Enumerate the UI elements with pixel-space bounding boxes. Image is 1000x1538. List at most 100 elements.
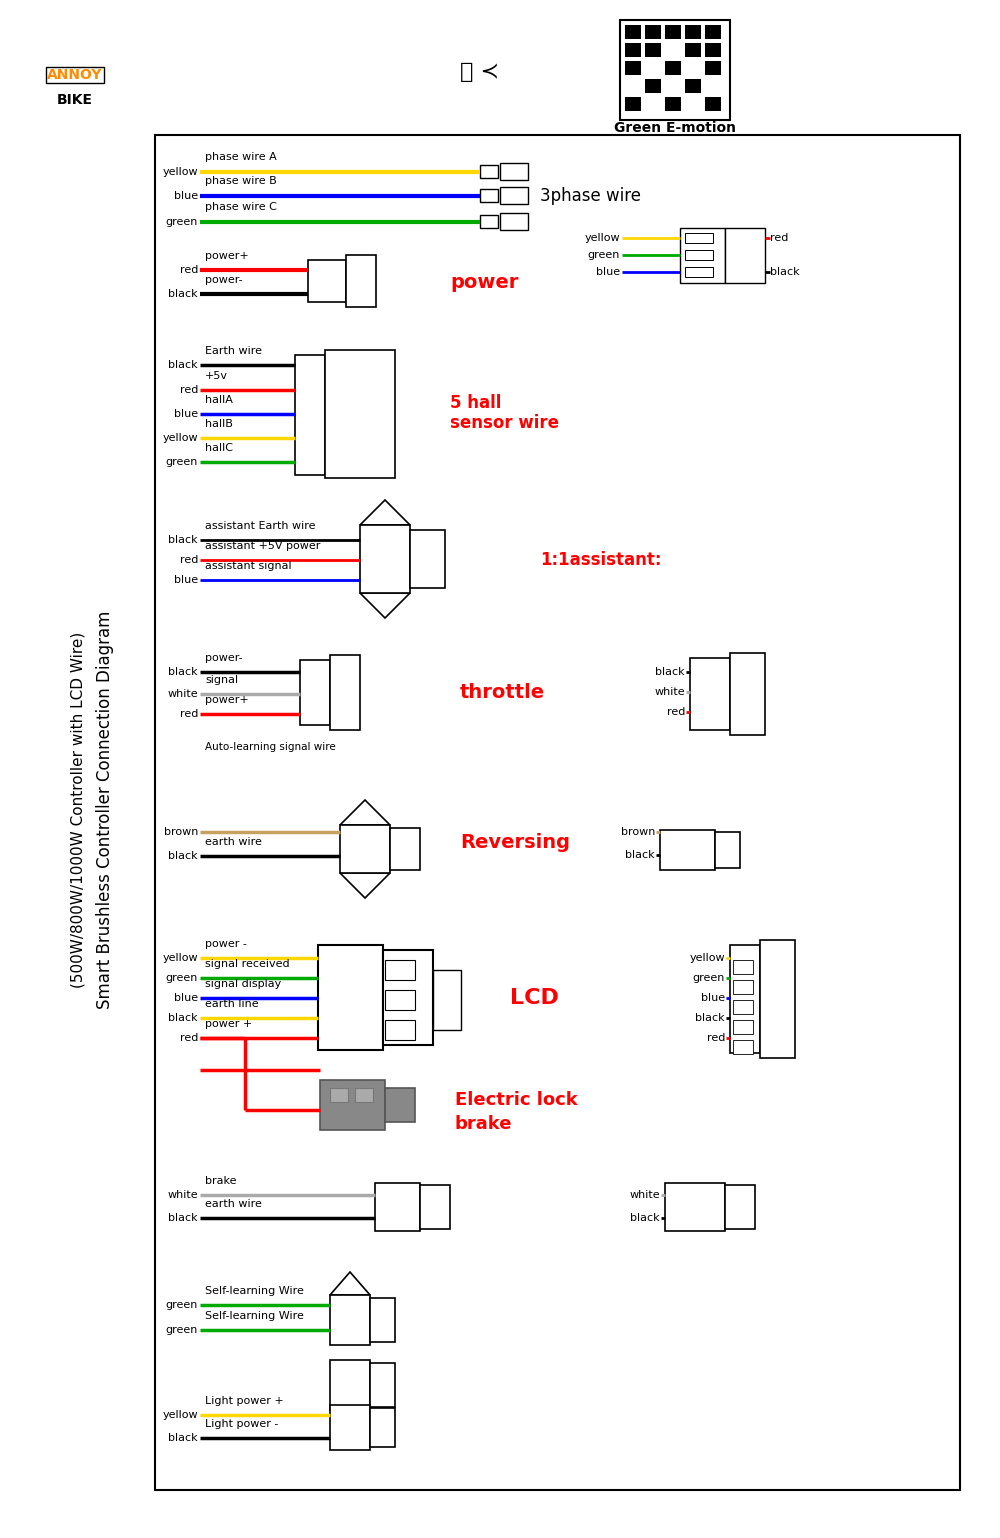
Text: hallC: hallC	[205, 443, 233, 454]
Text: green: green	[693, 974, 725, 983]
Text: signal display: signal display	[205, 980, 281, 989]
Text: 👍 ≺: 👍 ≺	[460, 62, 500, 82]
Bar	[330, 1406, 370, 1450]
Text: power +: power +	[205, 1020, 252, 1029]
Text: black: black	[630, 1213, 660, 1223]
Bar	[480, 189, 498, 201]
Text: earth wire: earth wire	[205, 837, 262, 847]
Bar	[685, 251, 713, 260]
Bar	[318, 944, 383, 1050]
Text: yellow: yellow	[162, 434, 198, 443]
Bar	[625, 43, 641, 57]
Bar	[480, 165, 498, 178]
Text: signal received: signal received	[205, 960, 290, 969]
Polygon shape	[330, 1272, 370, 1295]
Bar	[625, 25, 641, 38]
Text: yellow: yellow	[162, 168, 198, 177]
Polygon shape	[340, 874, 390, 898]
Text: red: red	[707, 1034, 725, 1043]
Text: green: green	[166, 1326, 198, 1335]
Bar	[685, 78, 701, 92]
Text: 1:1assistant:: 1:1assistant:	[540, 551, 662, 569]
Text: white: white	[167, 689, 198, 698]
Text: 5 hall
sensor wire: 5 hall sensor wire	[450, 394, 559, 432]
Text: Light power +: Light power +	[205, 1397, 284, 1406]
Text: power-: power-	[205, 654, 243, 663]
Text: black: black	[168, 535, 198, 544]
Bar	[733, 1040, 753, 1054]
Text: yellow: yellow	[689, 954, 725, 963]
Text: blue: blue	[701, 994, 725, 1003]
Text: black: black	[625, 851, 655, 860]
Bar	[385, 990, 415, 1010]
Bar	[330, 655, 360, 731]
Text: Electric lock: Electric lock	[455, 1090, 578, 1109]
Text: red: red	[667, 707, 685, 717]
Text: hallB: hallB	[205, 418, 233, 429]
Text: assistant signal: assistant signal	[205, 561, 292, 571]
Bar	[480, 215, 498, 228]
Text: +5v: +5v	[205, 371, 228, 381]
Bar	[733, 1020, 753, 1034]
Bar	[665, 62, 681, 75]
Text: black: black	[655, 667, 685, 677]
Text: brake: brake	[205, 1177, 237, 1186]
Polygon shape	[360, 594, 410, 618]
Bar	[705, 43, 721, 57]
Bar	[346, 255, 376, 308]
Bar	[355, 1087, 373, 1103]
Bar	[665, 1183, 725, 1230]
Bar	[730, 944, 760, 1054]
Text: black: black	[168, 1213, 198, 1223]
Bar	[500, 163, 528, 180]
Bar	[385, 1020, 415, 1040]
Text: black: black	[168, 289, 198, 298]
Text: black: black	[168, 1014, 198, 1023]
Bar	[665, 97, 681, 111]
Bar	[410, 531, 445, 588]
Text: signal: signal	[205, 675, 238, 684]
Bar	[685, 25, 701, 38]
Text: Green E-motion: Green E-motion	[614, 122, 736, 135]
Text: red: red	[770, 232, 788, 243]
Text: Smart Brushless Controller Connection Diagram: Smart Brushless Controller Connection Di…	[96, 611, 114, 1009]
Text: blue: blue	[174, 409, 198, 418]
Bar	[625, 97, 641, 111]
Bar	[500, 212, 528, 231]
Text: phase wire C: phase wire C	[205, 201, 277, 212]
Text: earth line: earth line	[205, 1000, 259, 1009]
Bar	[690, 658, 730, 731]
Text: yellow: yellow	[584, 232, 620, 243]
Bar	[420, 1184, 450, 1229]
Bar	[308, 260, 346, 301]
Bar	[715, 832, 740, 867]
Text: red: red	[180, 555, 198, 564]
Bar	[360, 524, 410, 594]
Bar	[325, 351, 395, 478]
Text: black: black	[168, 1433, 198, 1443]
Text: assistant +5V power: assistant +5V power	[205, 541, 320, 551]
Text: (500W/800W/1000W Controller with LCD Wire): (500W/800W/1000W Controller with LCD Wir…	[70, 632, 86, 987]
Text: green: green	[166, 974, 198, 983]
Text: hallA: hallA	[205, 395, 233, 404]
Text: white: white	[654, 687, 685, 697]
Bar	[680, 228, 725, 283]
Bar	[665, 25, 681, 38]
Text: throttle: throttle	[460, 683, 545, 701]
Bar	[433, 970, 461, 1030]
Bar	[155, 135, 960, 1490]
Bar	[733, 980, 753, 994]
Bar	[730, 654, 765, 735]
Bar	[370, 1298, 395, 1343]
Bar	[660, 831, 715, 871]
Bar	[340, 824, 390, 874]
Text: black: black	[695, 1014, 725, 1023]
Bar	[330, 1087, 348, 1103]
Polygon shape	[360, 500, 410, 524]
Text: red: red	[180, 384, 198, 395]
Text: Reversing: Reversing	[460, 834, 570, 852]
Text: Earth wire: Earth wire	[205, 346, 262, 355]
Bar	[295, 355, 325, 475]
Text: black: black	[168, 851, 198, 861]
Bar	[330, 1295, 370, 1346]
